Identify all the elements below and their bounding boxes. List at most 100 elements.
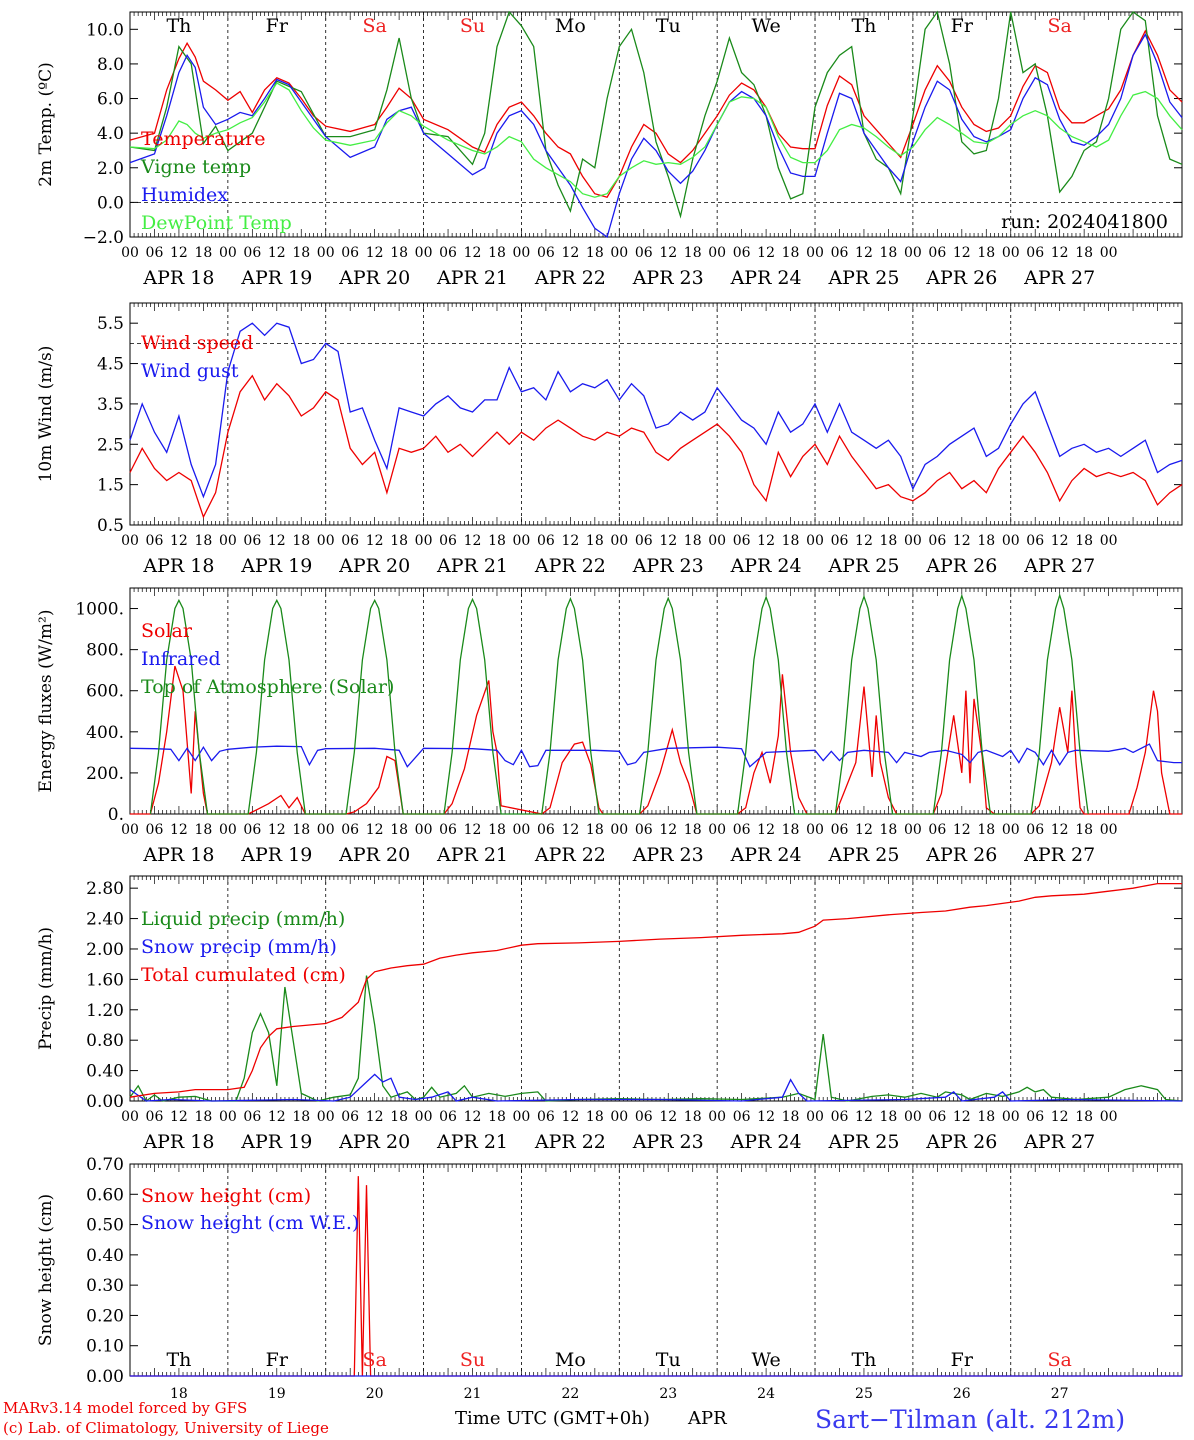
wind-hour-label: 00 xyxy=(219,533,237,549)
temp-weekday-label: Fr xyxy=(266,15,289,37)
precip-hour-label: 06 xyxy=(928,1109,946,1125)
precip-date-label: APR 18 xyxy=(142,1131,214,1153)
energy-hour-label: 06 xyxy=(733,822,751,838)
wind-date-label: APR 21 xyxy=(436,555,508,577)
wind-panel: 0.5 1.5 2.5 3.5 4.5 5.5 10m Wind (m/s) Wind spe… xyxy=(36,302,1183,577)
wind-hour-label: 18 xyxy=(292,533,310,549)
wind-hour-label: 00 xyxy=(1002,533,1020,549)
temp-ytick-label: 8.0 xyxy=(97,55,124,75)
precip-hour-label: 18 xyxy=(488,1109,506,1125)
wind-series-wind-gust xyxy=(129,322,1183,499)
temp-weekday-label: Mo xyxy=(555,15,586,37)
energy-ytick-label: 1000. xyxy=(75,600,124,620)
wind-hour-label: 12 xyxy=(953,533,971,549)
wind-ytick-label: 3.5 xyxy=(97,395,124,415)
lab-credit: (c) Lab. of Climatology, University of L… xyxy=(3,1419,329,1437)
temp-frame xyxy=(129,11,1183,238)
wind-ytick-label: 1.5 xyxy=(97,476,124,496)
energy-legend-entry: Top of Atmosphere (Solar) xyxy=(141,676,394,698)
precip-hour-label: 18 xyxy=(292,1109,310,1125)
precip-hour-label: 06 xyxy=(439,1109,457,1125)
energy-hour-label: 18 xyxy=(488,822,506,838)
energy-hour-label: 12 xyxy=(366,822,384,838)
snow-ytick-label: 0.60 xyxy=(86,1185,124,1205)
temp-weekday-label: Sa xyxy=(362,15,386,37)
energy-hour-label: 00 xyxy=(415,822,433,838)
energy-hour-label: 18 xyxy=(880,822,898,838)
energy-hour-label: 12 xyxy=(1051,822,1069,838)
precip-hour-label: 12 xyxy=(1051,1109,1069,1125)
energy-hour-label: 12 xyxy=(953,822,971,838)
precip-hour-label: 12 xyxy=(659,1109,677,1125)
temp-hour-label: 18 xyxy=(292,245,310,261)
wind-hour-label: 12 xyxy=(268,533,286,549)
energy-panel: 0. 200. 400. 600. 800. 1000. Energy fluxes (W/… xyxy=(36,587,1183,866)
snow-legend-entry: Snow height (cm W.E.) xyxy=(141,1212,359,1234)
temp-weekday-label: Su xyxy=(460,15,485,37)
wind-hour-label: 18 xyxy=(390,533,408,549)
temp-hour-label: 12 xyxy=(561,245,579,261)
energy-hour-label: 12 xyxy=(855,822,873,838)
run-label: run: 2024041800 xyxy=(1001,211,1168,233)
wind-hour-label: 18 xyxy=(1075,533,1093,549)
wind-hour-label: 06 xyxy=(733,533,751,549)
temp-hour-label: 12 xyxy=(953,245,971,261)
precip-hour-label: 00 xyxy=(415,1109,433,1125)
precip-hour-label: 06 xyxy=(733,1109,751,1125)
precip-legend-entry: Snow precip (mm/h) xyxy=(141,936,337,958)
snow-weekday-label: Su xyxy=(460,1349,485,1371)
energy-legend-entry: Infrared xyxy=(141,648,221,670)
precip-hour-label: 06 xyxy=(537,1109,555,1125)
precip-hour-label: 06 xyxy=(341,1109,359,1125)
temp-hour-label: 00 xyxy=(317,245,335,261)
temp-date-label: APR 26 xyxy=(925,267,997,289)
model-credit: MARv3.14 model forced by GFS xyxy=(3,1399,247,1417)
precip-ytick-label: 1.20 xyxy=(86,1001,124,1021)
temp-hour-label: 12 xyxy=(659,245,677,261)
precip-hour-label: 18 xyxy=(1075,1109,1093,1125)
wind-hour-label: 06 xyxy=(146,533,164,549)
precip-hour-label: 12 xyxy=(170,1109,188,1125)
precip-date-label: APR 27 xyxy=(1023,1131,1095,1153)
energy-date-label: APR 18 xyxy=(142,844,214,866)
snow-ytick-label: 0.40 xyxy=(86,1246,124,1266)
energy-hour-label: 18 xyxy=(977,822,995,838)
snow-weekday-label: Th xyxy=(166,1349,191,1371)
wind-ylabel: 10m Wind (m/s) xyxy=(36,346,56,483)
precip-hour-label: 18 xyxy=(880,1109,898,1125)
temp-hour-label: 18 xyxy=(390,245,408,261)
wind-hour-label: 06 xyxy=(1026,533,1044,549)
temp-hour-label: 12 xyxy=(1051,245,1069,261)
snow-legend-entry: Snow height (cm) xyxy=(141,1185,311,1207)
precip-series-snow-precip-mm-h- xyxy=(129,1073,1183,1102)
wind-hour-label: 00 xyxy=(610,533,628,549)
precip-ytick-label: 2.00 xyxy=(86,940,124,960)
energy-hour-label: 00 xyxy=(806,822,824,838)
energy-ytick-label: 800. xyxy=(86,641,124,661)
precip-hour-label: 12 xyxy=(757,1109,775,1125)
temp-date-label: APR 18 xyxy=(142,267,214,289)
precip-date-label: APR 20 xyxy=(338,1131,410,1153)
temp-weekday-label: Tu xyxy=(656,15,681,37)
wind-hour-label: 06 xyxy=(243,533,261,549)
precip-hour-label: 06 xyxy=(146,1109,164,1125)
temp-hour-label: 12 xyxy=(757,245,775,261)
precip-legend-entry: Total cumulated (cm) xyxy=(141,964,346,986)
wind-hour-label: 00 xyxy=(806,533,824,549)
temp-hour-label: 18 xyxy=(977,245,995,261)
snow-ytick-label: 0.30 xyxy=(86,1276,124,1296)
energy-ytick-label: 0. xyxy=(108,805,124,825)
wind-hour-label: 18 xyxy=(684,533,702,549)
precip-legend-entry: Liquid precip (mm/h) xyxy=(141,908,345,930)
snow-day-number: 23 xyxy=(659,1386,677,1402)
precip-hour-label: 18 xyxy=(586,1109,604,1125)
temp-series-humidex xyxy=(129,33,1183,239)
energy-hour-label: 18 xyxy=(782,822,800,838)
snow-day-number: 18 xyxy=(170,1386,188,1402)
wind-hour-label: 06 xyxy=(537,533,555,549)
wind-ytick-label: 5.5 xyxy=(97,314,124,334)
wind-hour-label: 00 xyxy=(1100,533,1118,549)
temp-hour-label: 18 xyxy=(782,245,800,261)
chart-panels: −2.0 0.0 2.0 4.0 6.0 8.0 10.0 2m Temp. (ºC) Temp… xyxy=(36,10,1183,1402)
precip-hour-label: 12 xyxy=(561,1109,579,1125)
